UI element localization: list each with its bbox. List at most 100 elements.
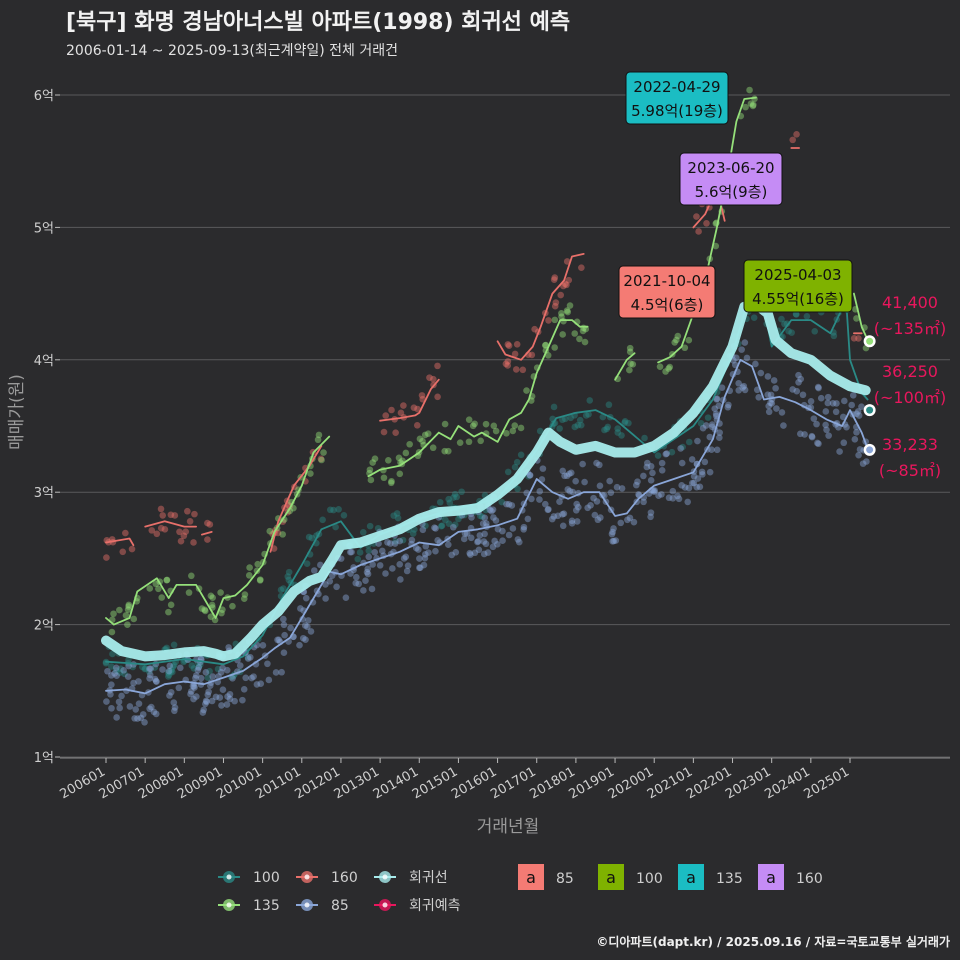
- scatter-point-100: [129, 663, 137, 671]
- scatter-point-135: [416, 435, 424, 443]
- scatter-point-85: [202, 697, 210, 705]
- annotation-date: 2023-06-20: [687, 159, 774, 177]
- scatter-point-100: [614, 429, 622, 436]
- scatter-point-100: [319, 516, 326, 524]
- scatter-point-85: [187, 690, 194, 698]
- scatter-point-85: [403, 567, 411, 575]
- scatter-point-85: [718, 384, 726, 391]
- scatter-point-85: [780, 422, 787, 429]
- scatter-point-135: [566, 302, 574, 309]
- scatter-point-160: [388, 406, 395, 414]
- scatter-point-100: [458, 488, 465, 496]
- scatter-point-135: [441, 447, 448, 455]
- scatter-point-85: [822, 408, 830, 415]
- scatter-point-85: [681, 484, 689, 491]
- scatter-point-85: [206, 682, 214, 689]
- scatter-point-85: [824, 399, 832, 407]
- scatter-point-160: [413, 422, 421, 429]
- scatter-point-85: [250, 673, 257, 680]
- scatter-point-85: [111, 670, 118, 677]
- scatter-point-85: [528, 495, 535, 503]
- scatter-point-135: [387, 479, 395, 487]
- legend-key-box: [678, 864, 704, 890]
- scatter-point-160: [513, 341, 521, 348]
- scatter-point-85: [738, 346, 745, 353]
- scatter-point-85: [384, 539, 391, 546]
- scatter-point-85: [713, 412, 720, 420]
- scatter-point-85: [678, 459, 686, 467]
- scatter-point-85: [568, 517, 576, 525]
- scatter-point-85: [483, 520, 490, 527]
- scatter-point-135: [742, 103, 749, 111]
- scatter-point-85: [360, 587, 367, 594]
- scatter-point-100: [536, 427, 544, 435]
- scatter-point-85: [223, 666, 231, 674]
- scatter-point-85: [416, 555, 423, 562]
- scatter-point-85: [833, 400, 840, 407]
- x-axis-ticks: 2006012007012008012009012010012011012012…: [58, 758, 852, 802]
- scatter-point-100: [308, 534, 316, 542]
- scatter-point-85: [579, 460, 586, 468]
- scatter-point-85: [739, 384, 746, 391]
- scatter-point-135: [122, 612, 130, 619]
- scatter-point-85: [675, 495, 683, 503]
- scatter-point-85: [415, 546, 422, 553]
- scatter-point-135: [371, 455, 379, 462]
- legend-key-label: 100: [636, 871, 663, 887]
- scatter-point-100: [392, 538, 399, 545]
- scatter-point-100: [285, 576, 293, 584]
- scatter-point-85: [829, 400, 837, 407]
- annotation-date: 2025-04-03: [754, 266, 841, 284]
- scatter-point-100: [340, 511, 348, 519]
- scatter-point-160: [167, 511, 175, 519]
- scatter-point-85: [713, 446, 721, 454]
- scatter-point-85: [259, 642, 267, 649]
- scatter-point-85: [212, 693, 220, 701]
- scatter-point-135: [465, 438, 473, 446]
- scatter-point-85: [508, 502, 516, 509]
- scatter-point-100: [654, 452, 662, 459]
- scatter-point-85: [591, 511, 599, 519]
- scatter-point-85: [217, 668, 225, 676]
- prediction-markers: 41,400 (~135㎡) 36,250 (~100㎡) 33,233 (~85㎡): [863, 293, 946, 480]
- scatter-point-85: [278, 668, 285, 676]
- scatter-point-85: [849, 392, 857, 399]
- scatter-point-85: [499, 527, 506, 535]
- scatter-point-85: [236, 662, 244, 669]
- scatter-point-100: [438, 522, 446, 529]
- credit-line: ©디아파트(dapt.kr) / 2025.09.16 / 자료=국토교통부 실…: [596, 935, 950, 949]
- scatter-point-85: [225, 644, 232, 651]
- scatter-point-85: [741, 386, 749, 394]
- scatter-point-85: [118, 692, 125, 700]
- scatter-point-135: [523, 387, 530, 394]
- scatter-point-85: [567, 469, 575, 477]
- scatter-point-160: [171, 512, 179, 519]
- scatter-point-100: [571, 423, 579, 431]
- scatter-point-135: [217, 589, 224, 596]
- scatter-point-160: [578, 264, 585, 271]
- scatter-point-85: [299, 634, 307, 642]
- scatter-point-135: [108, 628, 116, 636]
- scatter-point-160: [184, 507, 191, 515]
- scatter-point-135: [279, 531, 286, 538]
- scatter-point-85: [644, 459, 651, 467]
- scatter-point-100: [112, 667, 120, 674]
- series-line-135: [105, 435, 331, 626]
- scatter-point-85: [281, 631, 288, 639]
- scatter-point-100: [354, 555, 362, 563]
- prediction-dot: [866, 337, 874, 345]
- scatter-point-100: [514, 485, 521, 493]
- scatter-point-85: [425, 549, 432, 556]
- scatter-point-160: [551, 274, 559, 281]
- scatter-point-85: [408, 536, 416, 544]
- scatter-point-100: [214, 665, 222, 673]
- scatter-point-135: [517, 424, 525, 432]
- scatter-point-100: [697, 420, 705, 427]
- scatter-point-85: [147, 665, 154, 673]
- scatter-point-85: [150, 708, 158, 716]
- scatter-point-85: [702, 422, 710, 429]
- scatter-point-100: [476, 512, 484, 520]
- scatter-point-135: [125, 601, 133, 609]
- scatter-point-85: [167, 688, 175, 696]
- scatter-point-85: [593, 459, 600, 467]
